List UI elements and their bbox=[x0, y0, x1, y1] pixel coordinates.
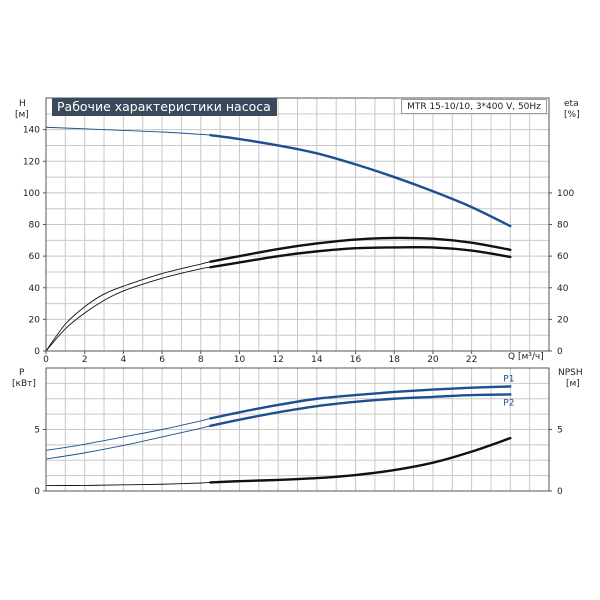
pump-model-label: MTR 15-10/10, 3*400 V, 50Hz bbox=[401, 99, 547, 114]
x-tick-label: 8 bbox=[198, 355, 204, 365]
top-panel-grid bbox=[46, 98, 549, 351]
x-tick-label: 0 bbox=[43, 355, 49, 365]
x-tick-label: 6 bbox=[159, 355, 165, 365]
left-tick-label: 120 bbox=[23, 157, 40, 167]
h-axis-label: H bbox=[19, 99, 26, 109]
series-NPSH-operating-range bbox=[209, 436, 512, 484]
right-tick-label: 80 bbox=[557, 221, 569, 231]
p-axis-unit: [кВт] bbox=[12, 379, 36, 389]
p-axis-label: P bbox=[19, 368, 25, 378]
left-tick-label: 0 bbox=[34, 347, 40, 357]
left-tick-label: 40 bbox=[29, 284, 41, 294]
top-panel-series bbox=[45, 126, 512, 352]
series-P2-operating-range bbox=[209, 393, 512, 428]
left-tick-label: 100 bbox=[23, 189, 40, 199]
left-tick-label: 20 bbox=[29, 315, 41, 325]
x-tick-label: 2 bbox=[82, 355, 88, 365]
h-axis-unit: [м] bbox=[15, 110, 29, 120]
x-tick-label: 12 bbox=[272, 355, 283, 365]
x-tick-label: 16 bbox=[350, 355, 362, 365]
top-panel-tick-labels: 0 20 40 60 80 100 120 140 0 20 40 60 80 100 0 2 4 6 8 10 12 1… bbox=[23, 126, 575, 365]
right-tick-label: 60 bbox=[557, 252, 569, 262]
left-tick-label: 5 bbox=[34, 426, 40, 436]
right-tick-label: 5 bbox=[557, 426, 563, 436]
series-label-P1: P1 bbox=[503, 374, 514, 384]
series-label-P2: P2 bbox=[503, 398, 514, 408]
npsh-axis-unit: [м] bbox=[566, 379, 580, 389]
series-P1-operating-range bbox=[209, 385, 512, 420]
x-tick-label: 22 bbox=[466, 355, 477, 365]
series-H-operating-range bbox=[209, 133, 512, 228]
eta-axis-label: eta bbox=[564, 99, 579, 109]
eta-axis-unit: [%] bbox=[564, 110, 580, 120]
bottom-panel-tick-labels: 0 5 0 5 bbox=[34, 426, 563, 498]
top-panel-frame bbox=[45, 97, 550, 352]
left-tick-label: 80 bbox=[29, 221, 41, 231]
bottom-panel-frame bbox=[45, 367, 550, 492]
x-tick-label: 10 bbox=[234, 355, 246, 365]
right-tick-label: 100 bbox=[557, 189, 574, 199]
left-tick-label: 60 bbox=[29, 252, 41, 262]
x-tick-label: 20 bbox=[427, 355, 439, 365]
q-axis-label: Q [м³/ч] bbox=[508, 352, 544, 362]
x-tick-label: 4 bbox=[121, 355, 127, 365]
x-tick-label: 18 bbox=[389, 355, 401, 365]
series-eta2-operating-range bbox=[209, 245, 512, 269]
left-tick-label: 140 bbox=[23, 126, 40, 136]
series-eta1-operating-range bbox=[209, 236, 512, 263]
bottom-panel-series: P1 P2 bbox=[45, 374, 514, 486]
right-tick-label: 0 bbox=[557, 347, 563, 357]
right-tick-label: 20 bbox=[557, 315, 569, 325]
x-tick-label: 14 bbox=[311, 355, 323, 365]
left-tick-label: 0 bbox=[34, 487, 40, 497]
chart-title: Рабочие характеристики насоса bbox=[52, 98, 277, 116]
npsh-axis-label: NPSH bbox=[558, 368, 583, 378]
right-tick-label: 40 bbox=[557, 284, 569, 294]
right-tick-label: 0 bbox=[557, 487, 563, 497]
